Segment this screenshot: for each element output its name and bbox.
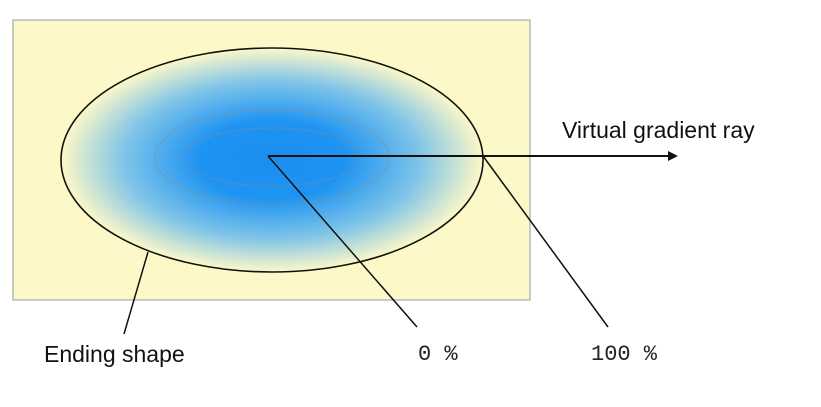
- ending-shape-outline: [60, 47, 484, 273]
- hundred-percent-leader: [482, 155, 609, 328]
- zero-percent-leader: [267, 155, 418, 328]
- hundred-percent-label: 100 %: [591, 342, 658, 367]
- ending-shape-leader: [123, 251, 149, 335]
- ending-shape-label: Ending shape: [44, 341, 185, 367]
- virtual-gradient-ray-label: Virtual gradient ray: [562, 117, 755, 143]
- zero-percent-label: 0 %: [418, 342, 458, 367]
